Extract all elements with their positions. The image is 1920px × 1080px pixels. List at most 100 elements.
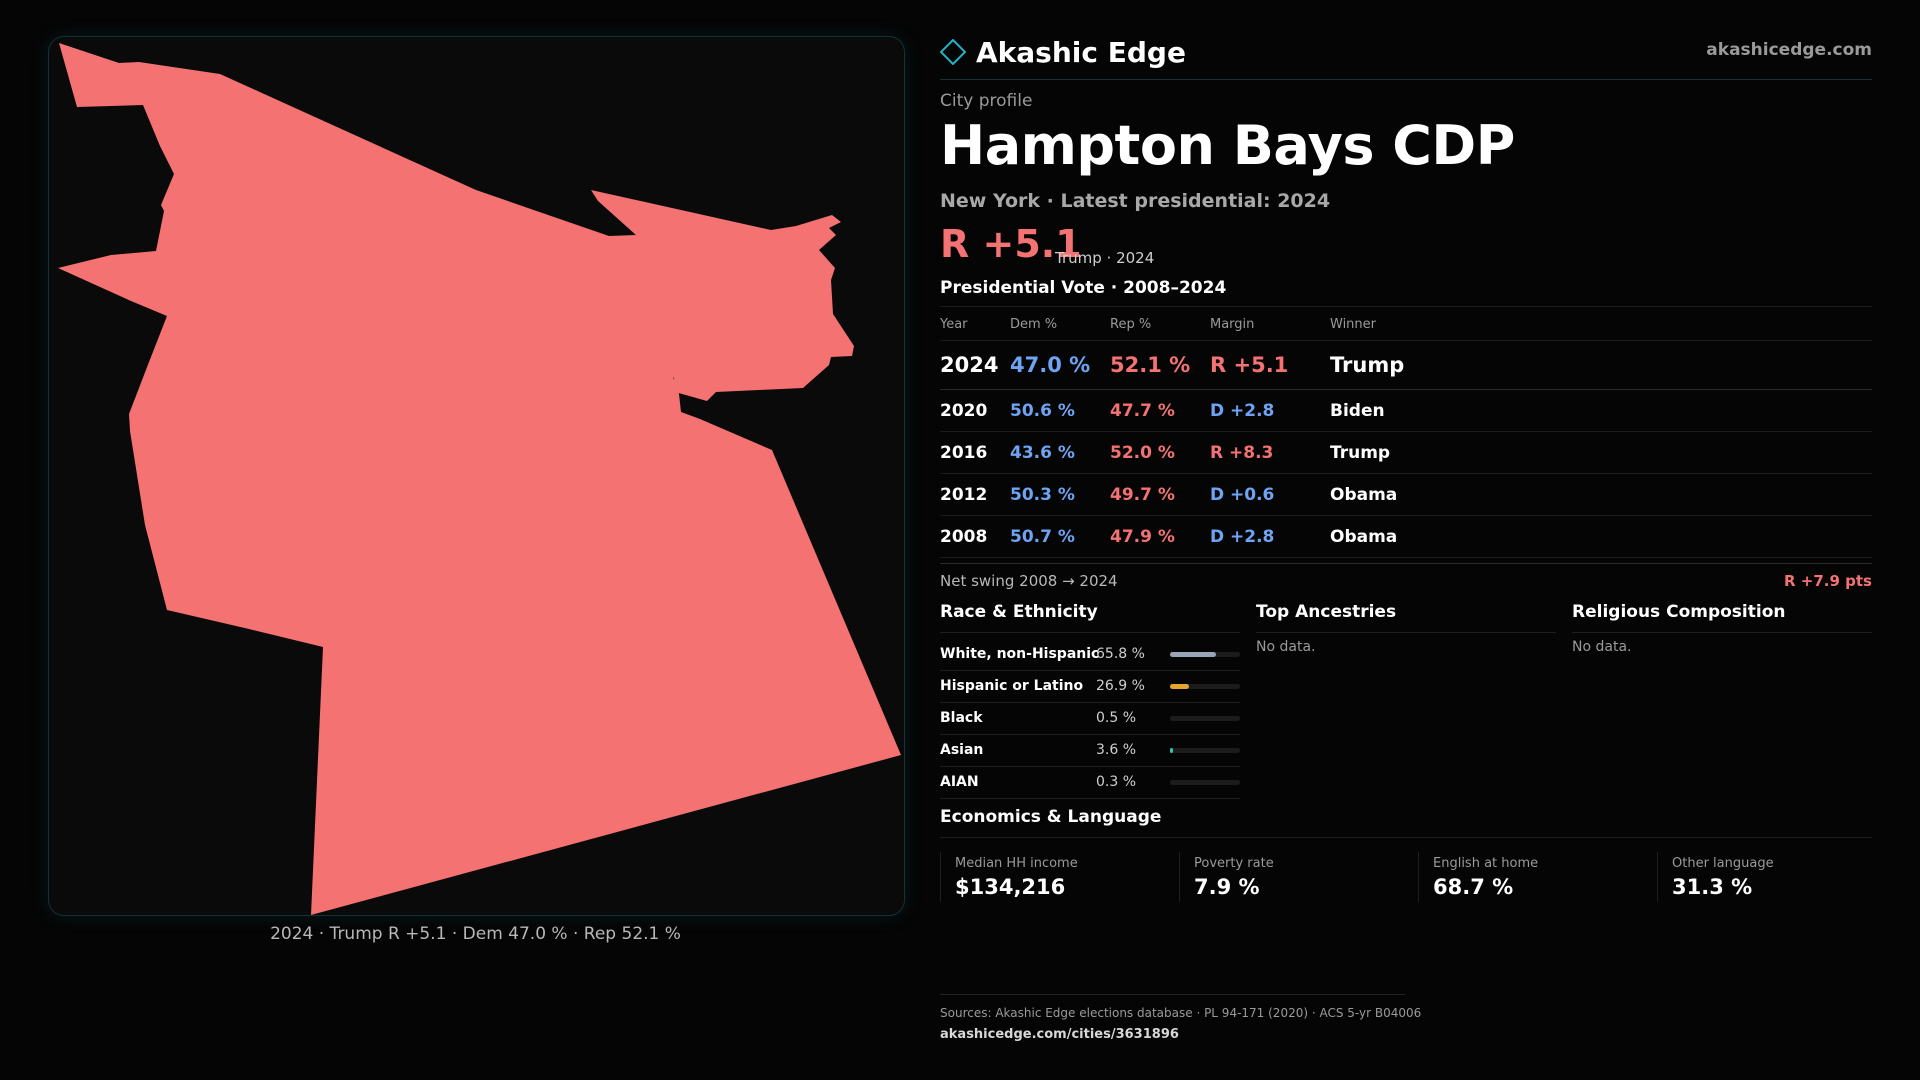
race-bar bbox=[1170, 716, 1240, 721]
margin-cell: R +5.1 bbox=[1210, 340, 1330, 390]
race-bar bbox=[1170, 652, 1240, 657]
dem-cell: 43.6 % bbox=[1010, 431, 1110, 474]
divider bbox=[940, 837, 1872, 838]
table-header-row: Year Dem % Rep % Margin Winner bbox=[940, 306, 1872, 341]
table-row: 2020 50.6 % 47.7 % D +2.8 Biden bbox=[940, 389, 1872, 432]
list-item: Asian 3.6 % bbox=[940, 734, 1240, 767]
column-header: Dem % bbox=[1010, 306, 1110, 341]
race-percent: 3.6 % bbox=[1096, 742, 1137, 758]
rep-cell: 52.1 % bbox=[1110, 340, 1210, 390]
margin-cell: R +8.3 bbox=[1210, 431, 1330, 474]
stat-value: 31.3 % bbox=[1672, 875, 1753, 899]
district-shape[interactable] bbox=[58, 43, 901, 915]
brand-url-link[interactable]: akashicedge.com bbox=[1706, 40, 1872, 60]
rep-cell: 49.7 % bbox=[1110, 473, 1210, 516]
dem-cell: 50.7 % bbox=[1010, 515, 1110, 558]
stat-label: Median HH income bbox=[955, 856, 1078, 871]
table-row: 2008 50.7 % 47.9 % D +2.8 Obama bbox=[940, 515, 1872, 558]
winner-cell: Trump bbox=[1330, 431, 1872, 474]
religion-empty: No data. bbox=[1572, 639, 1632, 655]
dem-cell: 50.3 % bbox=[1010, 473, 1110, 516]
eyebrow-label: City profile bbox=[940, 91, 1033, 111]
rep-cell: 47.7 % bbox=[1110, 389, 1210, 432]
race-heading: Race & Ethnicity bbox=[940, 602, 1098, 622]
divider bbox=[940, 79, 1872, 80]
race-name: Hispanic or Latino bbox=[940, 678, 1084, 694]
religion-heading: Religious Composition bbox=[1572, 602, 1786, 622]
race-bar bbox=[1170, 748, 1240, 753]
stat-poverty-rate: Poverty rate 7.9 % bbox=[1179, 852, 1414, 902]
list-item: Black 0.5 % bbox=[940, 702, 1240, 735]
brand-name: Akashic Edge bbox=[976, 35, 1186, 69]
divider bbox=[1572, 632, 1872, 633]
swing-label: Net swing 2008 → 2024 bbox=[940, 572, 1118, 590]
column-header: Winner bbox=[1330, 306, 1872, 341]
year-cell: 2024 bbox=[940, 340, 1010, 390]
stat-label: English at home bbox=[1433, 856, 1539, 871]
stat-english-at-home: English at home 68.7 % bbox=[1418, 852, 1653, 902]
list-item: Hispanic or Latino 26.9 % bbox=[940, 670, 1240, 703]
district-map[interactable] bbox=[48, 36, 905, 916]
winner-cell: Obama bbox=[1330, 515, 1872, 558]
stat-label: Other language bbox=[1672, 856, 1774, 871]
margin-cell: D +2.8 bbox=[1210, 515, 1330, 558]
stat-value: 68.7 % bbox=[1433, 875, 1514, 899]
column-header: Year bbox=[940, 306, 1010, 341]
margin-cell: D +0.6 bbox=[1210, 473, 1330, 516]
dem-cell: 47.0 % bbox=[1010, 340, 1110, 390]
column-header: Margin bbox=[1210, 306, 1330, 341]
race-bar bbox=[1170, 780, 1240, 785]
brand[interactable]: Akashic Edge bbox=[940, 32, 1186, 72]
footer-sources: Sources: Akashic Edge elections database… bbox=[940, 1006, 1422, 1020]
divider bbox=[940, 994, 1405, 995]
race-name: AIAN bbox=[940, 774, 979, 790]
stat-other-language: Other language 31.3 % bbox=[1657, 852, 1872, 902]
map-caption: 2024 · Trump R +5.1 · Dem 47.0 % · Rep 5… bbox=[270, 924, 681, 944]
page-subtitle: New York · Latest presidential: 2024 bbox=[940, 190, 1331, 212]
race-bar-fill bbox=[1170, 684, 1189, 689]
rep-cell: 47.9 % bbox=[1110, 515, 1210, 558]
headline-margin: R +5.1 bbox=[940, 222, 1082, 266]
winner-cell: Biden bbox=[1330, 389, 1872, 432]
page-title: Hampton Bays CDP bbox=[940, 114, 1515, 177]
stat-value: $134,216 bbox=[955, 875, 1066, 899]
winner-cell: Trump bbox=[1330, 340, 1872, 390]
year-cell: 2020 bbox=[940, 389, 1010, 432]
footer-url-link[interactable]: akashicedge.com/cities/3631896 bbox=[940, 1027, 1179, 1042]
list-item: AIAN 0.3 % bbox=[940, 766, 1240, 799]
race-name: Black bbox=[940, 710, 983, 726]
race-name: White, non-Hispanic bbox=[940, 646, 1100, 662]
race-percent: 0.5 % bbox=[1096, 710, 1137, 726]
list-item: White, non-Hispanic 65.8 % bbox=[940, 638, 1240, 671]
stat-median-income: Median HH income $134,216 bbox=[940, 852, 1175, 902]
race-percent: 65.8 % bbox=[1096, 646, 1145, 662]
margin-cell: D +2.8 bbox=[1210, 389, 1330, 432]
stat-label: Poverty rate bbox=[1194, 856, 1274, 871]
divider bbox=[1256, 632, 1556, 633]
vote-table: Year Dem % Rep % Margin Winner 2024 47.0… bbox=[940, 306, 1872, 558]
ancestry-heading: Top Ancestries bbox=[1256, 602, 1397, 622]
diamond-icon bbox=[940, 39, 966, 65]
year-cell: 2012 bbox=[940, 473, 1010, 516]
race-bar-fill bbox=[1170, 652, 1217, 657]
stat-value: 7.9 % bbox=[1194, 875, 1260, 899]
year-cell: 2008 bbox=[940, 515, 1010, 558]
column-header: Rep % bbox=[1110, 306, 1210, 341]
dem-cell: 50.6 % bbox=[1010, 389, 1110, 432]
race-percent: 0.3 % bbox=[1096, 774, 1137, 790]
year-cell: 2016 bbox=[940, 431, 1010, 474]
table-row: 2016 43.6 % 52.0 % R +8.3 Trump bbox=[940, 431, 1872, 474]
table-row: 2012 50.3 % 49.7 % D +0.6 Obama bbox=[940, 473, 1872, 516]
table-row: 2024 47.0 % 52.1 % R +5.1 Trump bbox=[940, 340, 1872, 390]
ancestry-empty: No data. bbox=[1256, 639, 1316, 655]
race-name: Asian bbox=[940, 742, 984, 758]
divider bbox=[940, 563, 1872, 564]
race-percent: 26.9 % bbox=[1096, 678, 1145, 694]
divider bbox=[940, 632, 1240, 633]
headline-margin-note: Trump · 2024 bbox=[1055, 249, 1155, 267]
swing-value: R +7.9 pts bbox=[1784, 572, 1872, 590]
district-map-svg bbox=[58, 43, 901, 915]
winner-cell: Obama bbox=[1330, 473, 1872, 516]
vote-heading: Presidential Vote · 2008–2024 bbox=[940, 278, 1227, 298]
race-bar bbox=[1170, 684, 1240, 689]
